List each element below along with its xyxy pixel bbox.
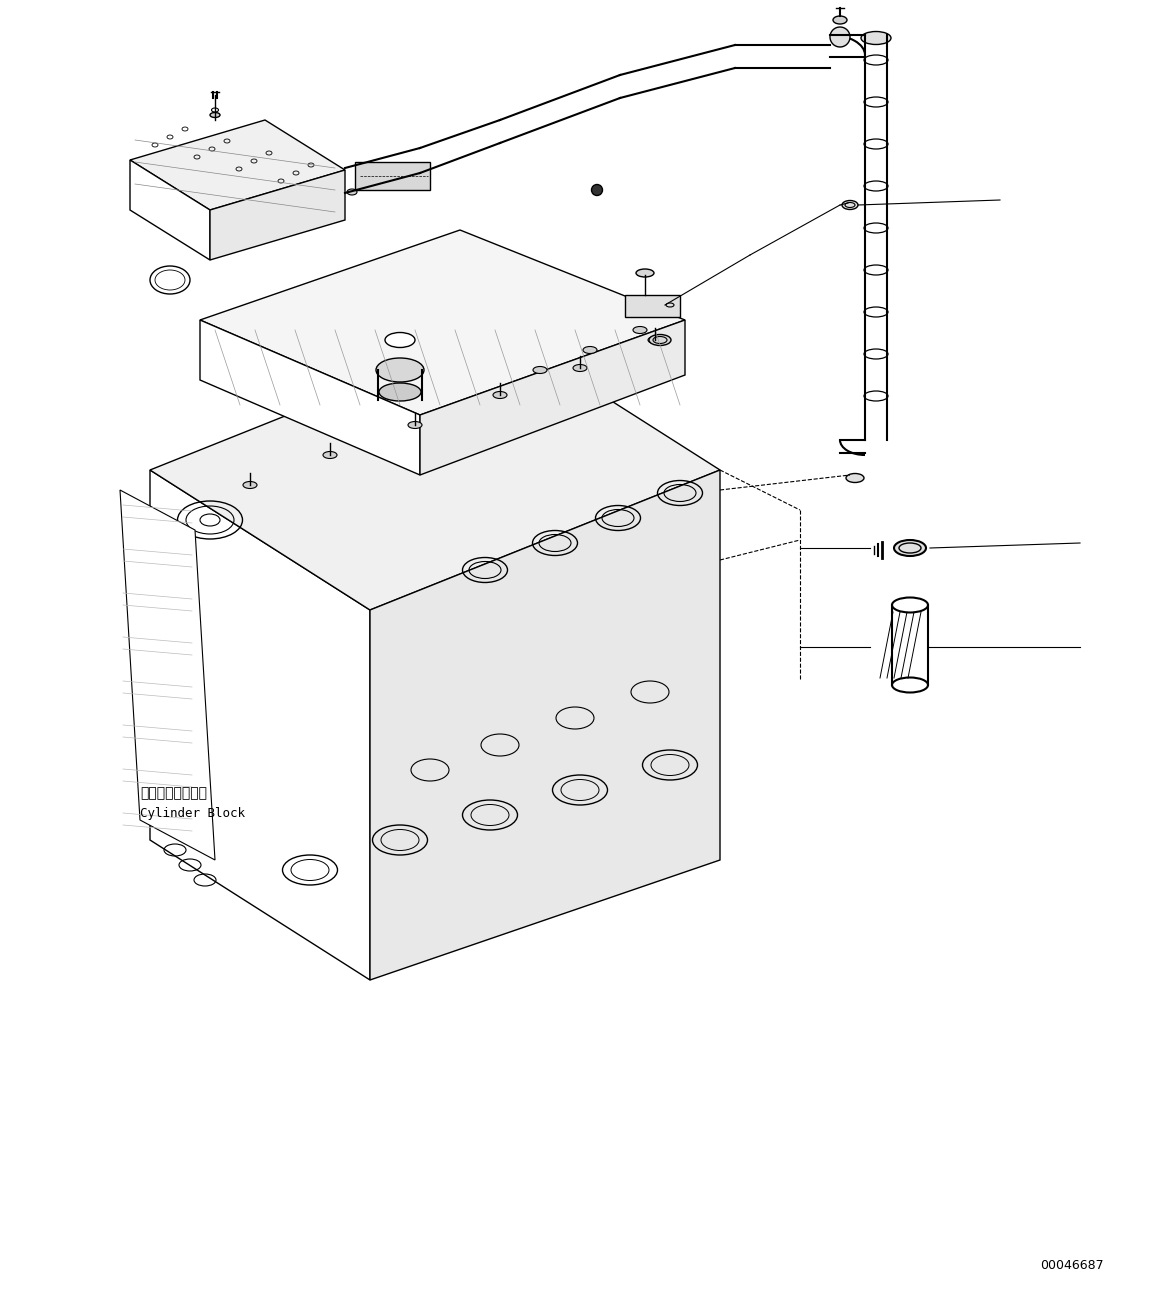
Ellipse shape [649,335,671,345]
Ellipse shape [243,482,257,489]
Polygon shape [420,321,685,476]
Ellipse shape [493,391,507,399]
Ellipse shape [633,327,647,334]
Polygon shape [130,160,211,261]
Text: 00046687: 00046687 [1040,1259,1104,1272]
Ellipse shape [211,112,220,117]
Ellipse shape [583,347,597,353]
Polygon shape [130,120,345,210]
Polygon shape [200,321,420,476]
Polygon shape [150,330,720,610]
Polygon shape [150,470,370,980]
Polygon shape [120,490,215,860]
Ellipse shape [323,452,337,459]
Ellipse shape [636,268,654,278]
Ellipse shape [533,366,547,374]
Ellipse shape [385,332,415,348]
Ellipse shape [648,336,662,344]
Ellipse shape [892,678,928,692]
Polygon shape [211,169,345,261]
Polygon shape [370,470,720,980]
Ellipse shape [894,539,926,556]
Ellipse shape [830,27,850,47]
Ellipse shape [846,473,864,482]
Text: Cylinder Block: Cylinder Block [140,807,245,820]
Ellipse shape [376,358,424,382]
Ellipse shape [861,31,891,44]
Ellipse shape [347,189,357,195]
Ellipse shape [379,383,421,401]
Ellipse shape [892,598,928,612]
Text: シリンダブロック: シリンダブロック [140,786,207,800]
Ellipse shape [573,365,587,371]
Ellipse shape [592,185,602,195]
Bar [355,162,430,190]
Bar [625,294,680,317]
Ellipse shape [408,421,422,429]
Ellipse shape [842,201,858,210]
Polygon shape [200,231,685,414]
Ellipse shape [833,16,847,23]
